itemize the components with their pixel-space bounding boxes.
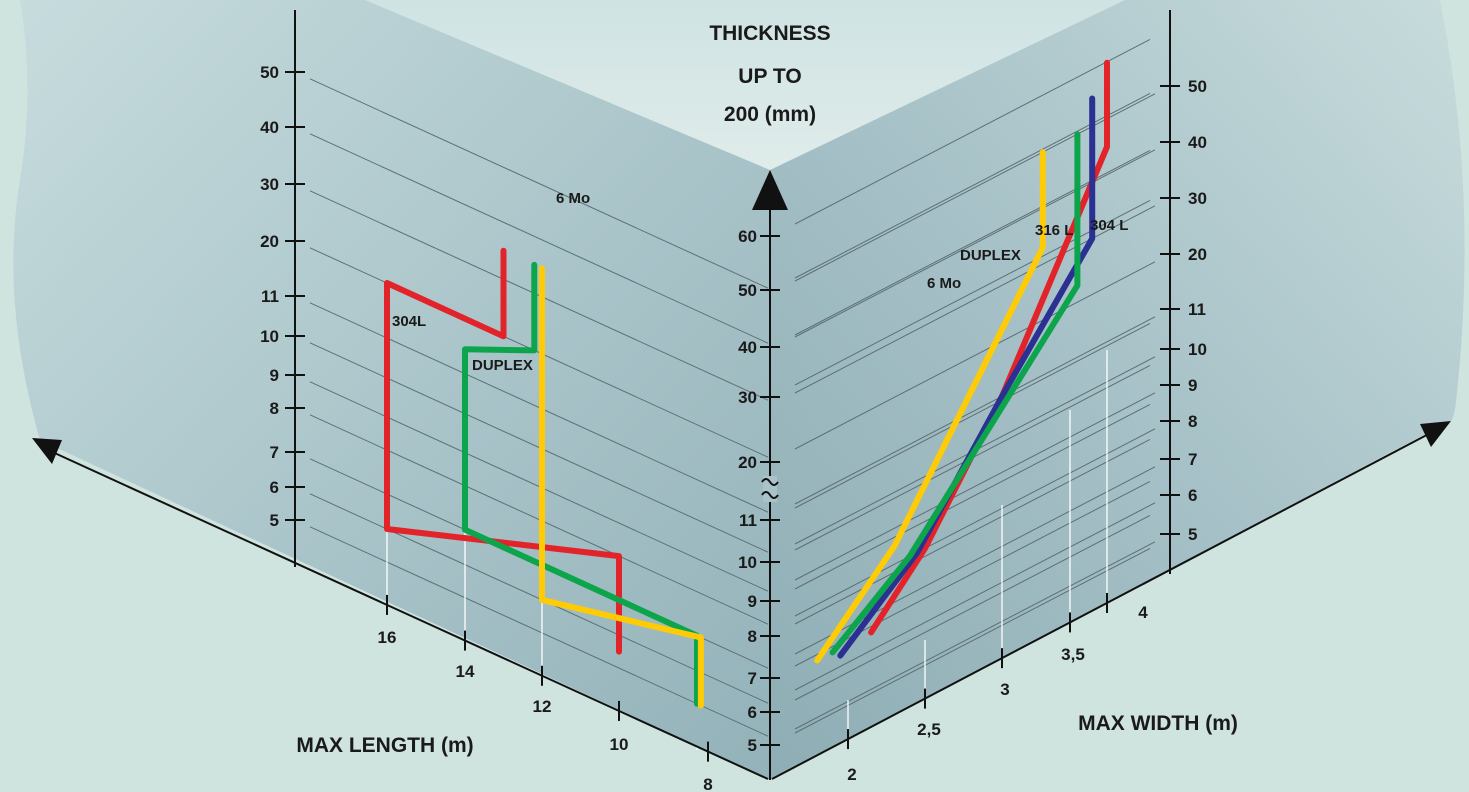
- width-thickness-tick-label: 10: [1188, 340, 1207, 359]
- chart-title: THICKNESS UP TO 200 (mm): [709, 22, 830, 126]
- length-series-label-DUPLEX: DUPLEX: [472, 357, 533, 374]
- length-series-6Mo: [539, 265, 704, 709]
- width-thickness-tick-label: 6: [1188, 486, 1197, 505]
- left-gridline: [309, 526, 769, 737]
- length-thickness-tick-label: 50: [260, 63, 279, 82]
- series-layer: [384, 59, 1110, 709]
- width-series-label-6Mo: 6 Mo: [927, 275, 961, 292]
- center-gridline: [794, 322, 1151, 509]
- length-tick-label: 12: [533, 697, 552, 716]
- width-series-label-DUPLEX: DUPLEX: [960, 247, 1021, 264]
- width-tick-label: 4: [1138, 603, 1148, 622]
- center-gridline: [794, 403, 1151, 590]
- length-tick-label: 14: [456, 662, 475, 681]
- width-tick-label: 2: [847, 765, 856, 784]
- center-thickness-tick-label: 8: [748, 627, 757, 646]
- length-thickness-tick-label: 6: [270, 478, 279, 497]
- width-thickness-tick-label: 40: [1188, 133, 1207, 152]
- length-series-304L: [384, 247, 622, 655]
- center-thickness-tick-label: 40: [738, 338, 757, 357]
- center-thickness-tick-label: 7: [748, 669, 757, 688]
- width-thickness-tick-label: 50: [1188, 77, 1207, 96]
- width-series-label-304L: 304 L: [1090, 217, 1128, 234]
- length-tick-label: 16: [378, 628, 397, 647]
- length-thickness-tick-label: 5: [270, 511, 279, 530]
- width-tick-label: 2,5: [917, 720, 941, 739]
- length-tick-label: 10: [610, 735, 629, 754]
- width-axis-title: MAX WIDTH (m): [1078, 712, 1238, 735]
- chart-title-line-1: THICKNESS: [709, 22, 830, 45]
- right-gridline: [794, 316, 1156, 505]
- center-thickness-tick-label: 20: [738, 453, 757, 472]
- length-series-DUPLEX: [462, 261, 700, 707]
- length-thickness-tick-label: 30: [260, 175, 279, 194]
- length-thickness-tick-label: 9: [270, 366, 279, 385]
- center-thickness-tick-label: 11: [739, 511, 757, 530]
- right-gridline: [794, 502, 1156, 691]
- axis-break-icon: [761, 478, 779, 499]
- left-gridline: [309, 78, 769, 289]
- center-thickness-tick-label: 10: [738, 553, 757, 572]
- width-thickness-tick-label: 7: [1188, 450, 1197, 469]
- width-tick-label: 3: [1000, 680, 1009, 699]
- width-series-DUPLEX: [829, 131, 1081, 656]
- width-tick-label: 3,5: [1061, 645, 1085, 664]
- center-thickness-tick-label: 60: [738, 227, 757, 246]
- center-gridline: [794, 547, 1151, 734]
- length-series-label-6Mo: 6 Mo: [556, 190, 590, 207]
- width-axis-arrow: [1420, 421, 1451, 447]
- width-thickness-tick-label: 5: [1188, 525, 1197, 544]
- right-gridline: [794, 392, 1156, 581]
- length-thickness-tick-label: 11: [261, 287, 279, 306]
- center-gridline: [794, 38, 1151, 225]
- left-gridline: [309, 133, 769, 344]
- length-tick-label: 8: [703, 775, 712, 792]
- center-gridline: [794, 438, 1151, 625]
- center-gridline: [794, 514, 1151, 701]
- right-wall: [770, 0, 1465, 780]
- center-thickness-tick-label: 30: [738, 388, 757, 407]
- width-thickness-tick-label: 9: [1188, 376, 1197, 395]
- chart-title-line-2: UP TO: [738, 65, 801, 88]
- length-axis-title: MAX LENGTH (m): [296, 734, 473, 757]
- center-thickness-tick-label: 6: [748, 703, 757, 722]
- right-gridline: [794, 541, 1156, 730]
- thickness-axis-arrow: [752, 170, 788, 210]
- width-thickness-tick-label: 20: [1188, 245, 1207, 264]
- length-thickness-tick-label: 7: [270, 443, 279, 462]
- axis-break-gap: [763, 476, 777, 502]
- length-thickness-tick-label: 40: [260, 118, 279, 137]
- length-series-label-304L: 304L: [392, 313, 426, 330]
- tick-labels: 5 6 7 8 9 10 11 20 30 40 50 5 6 7 8 9 10 11 20 30 40 50 5 6 7 8 9 1…: [260, 63, 1207, 792]
- length-thickness-tick-label: 8: [270, 399, 279, 418]
- length-thickness-tick-label: 20: [260, 232, 279, 251]
- width-series-6Mo: [814, 149, 1046, 664]
- right-gridline: [794, 428, 1156, 617]
- chart-title-line-3: 200 (mm): [724, 103, 816, 126]
- width-thickness-tick-label: 30: [1188, 189, 1207, 208]
- width-series-label-316L: 316 L: [1035, 222, 1073, 239]
- series-labels: 304L DUPLEX 6 Mo 304 L 316 L DUPLEX 6 Mo: [392, 190, 1128, 374]
- length-thickness-tick-label: 10: [260, 327, 279, 346]
- right-gridline: [794, 261, 1156, 450]
- right-gridlines: [794, 38, 1156, 734]
- width-thickness-tick-label: 8: [1188, 412, 1197, 431]
- width-series-316L: [837, 95, 1096, 659]
- center-thickness-tick-label: 50: [738, 281, 757, 300]
- width-thickness-tick-label: 11: [1188, 300, 1206, 319]
- center-thickness-tick-label: 9: [748, 592, 757, 611]
- length-axis-arrow: [32, 438, 62, 464]
- center-thickness-tick-label: 5: [748, 736, 757, 755]
- length-axis: [47, 449, 769, 780]
